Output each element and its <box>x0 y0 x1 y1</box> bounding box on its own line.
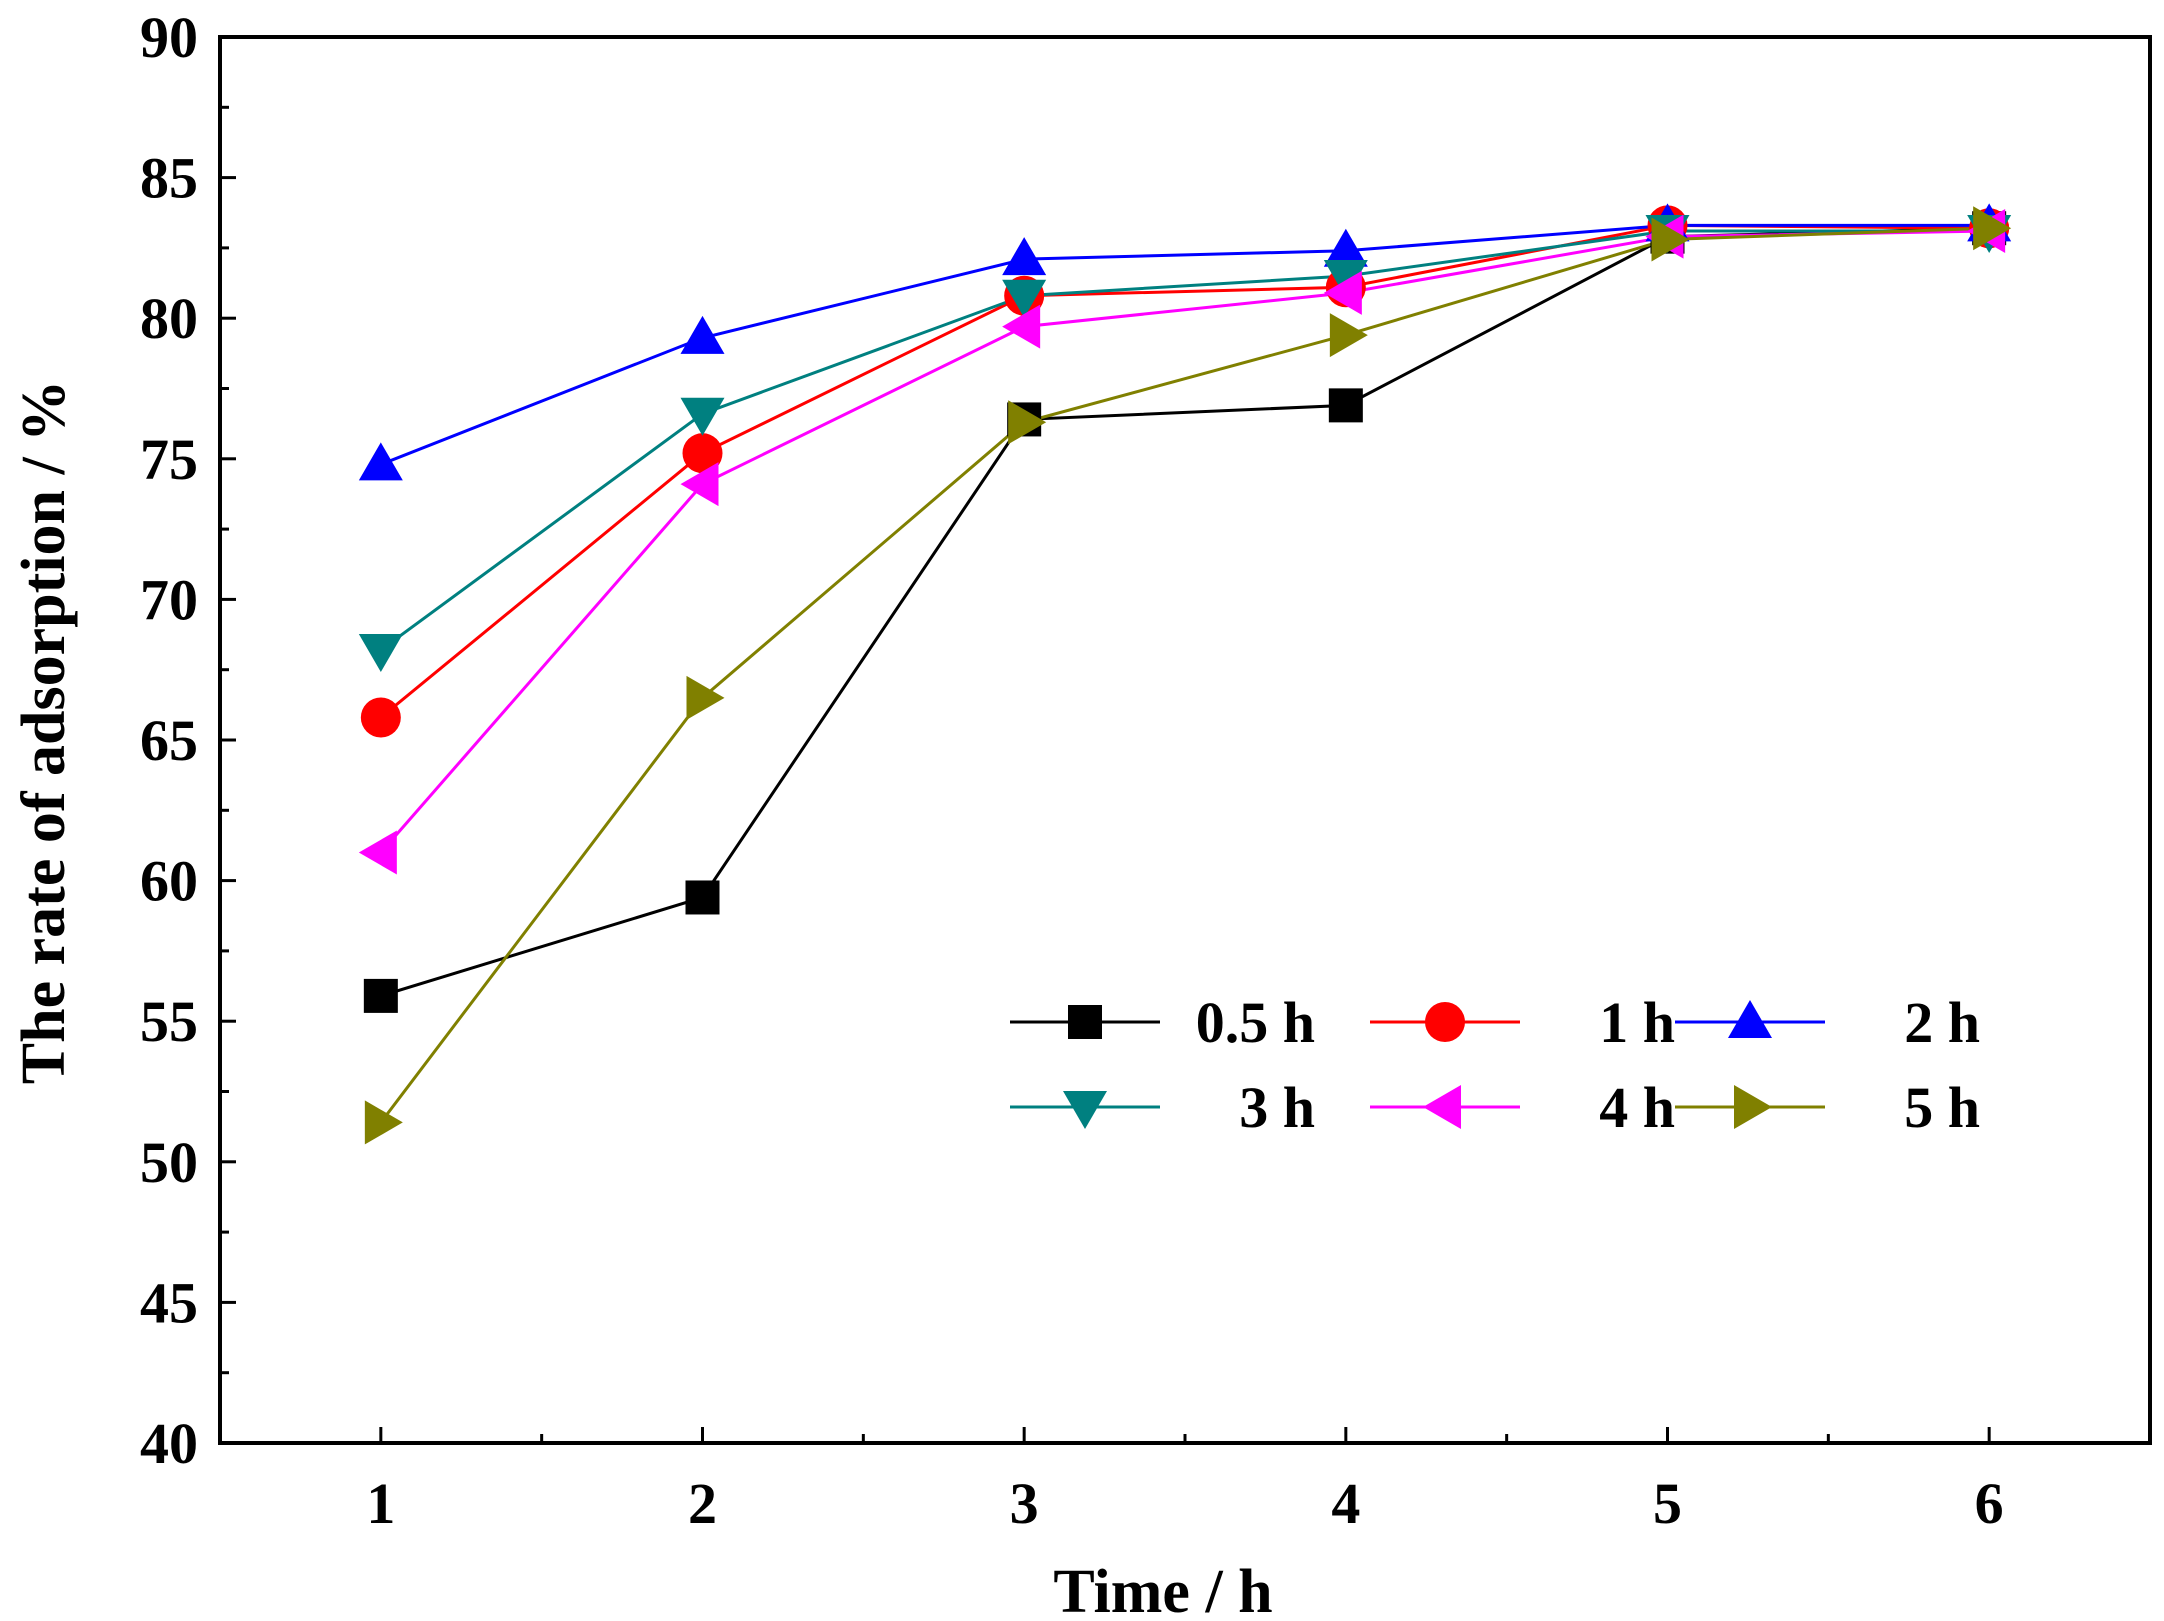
series-line-3-h <box>379 229 1990 652</box>
data-point-4-h <box>680 462 719 507</box>
data-point-0-5-h <box>363 978 398 1013</box>
x-axis-title: Time / h <box>1053 1558 1272 1621</box>
legend-label-2-h: 2 h <box>1904 990 1980 1055</box>
data-point-5-h <box>1651 217 1690 262</box>
y-tick-label: 45 <box>140 1270 198 1335</box>
y-tick-label: 50 <box>140 1130 198 1195</box>
series-line-2-h <box>380 223 1990 466</box>
series-line-0-5-h <box>380 226 1990 998</box>
data-point-5-h <box>1973 206 2012 251</box>
data-point-2-h <box>1002 237 1047 276</box>
y-tick-label: 65 <box>140 708 198 773</box>
legend: 0.5 h 1 h 2 h 3 h 4 h 5 h <box>1010 990 1980 1140</box>
y-tick-label: 75 <box>140 427 198 492</box>
data-point-1-h <box>682 433 723 474</box>
data-point-1-h <box>360 697 401 738</box>
x-tick-label: 6 <box>1975 1471 2004 1536</box>
data-point-5-h <box>364 1100 403 1145</box>
data-point-0-5-h <box>685 880 720 915</box>
legend-label-5-h: 5 h <box>1904 1075 1980 1140</box>
data-point-5-h <box>1329 313 1368 358</box>
legend-label-1-h: 1 h <box>1599 990 1675 1055</box>
y-tick-label: 60 <box>140 849 198 914</box>
x-tick-label: 5 <box>1653 1471 1682 1536</box>
legend-label-3-h: 3 h <box>1239 1075 1315 1140</box>
legend-marker-0-5-h <box>1068 1005 1102 1039</box>
data-point-0-5-h <box>1328 388 1363 423</box>
data-point-4-h <box>358 830 397 875</box>
data-point-2-h <box>680 315 725 354</box>
data-point-2-h <box>1323 228 1368 267</box>
legend-marker-5-h <box>1734 1085 1772 1129</box>
x-tick-label: 3 <box>1010 1471 1039 1536</box>
data-point-3-h <box>680 397 725 436</box>
data-point-5-h <box>1008 400 1047 445</box>
data-point-3-h <box>1002 279 1047 318</box>
legend-label-0-5-h: 0.5 h <box>1196 990 1315 1055</box>
y-tick-label: 70 <box>140 567 198 632</box>
plot-area <box>358 203 2012 1145</box>
data-point-2-h <box>358 442 403 481</box>
y-tick-label: 40 <box>140 1411 198 1476</box>
series-line-5-h <box>379 226 1990 1124</box>
y-tick-label: 90 <box>140 5 198 70</box>
plot-frame <box>218 35 2152 1445</box>
data-point-3-h <box>358 634 403 673</box>
y-tick-label: 55 <box>140 989 198 1054</box>
data-point-4-h <box>1002 304 1041 349</box>
y-tick-label: 85 <box>140 146 198 211</box>
legend-marker-3-h <box>1063 1091 1107 1129</box>
data-point-3-h <box>1323 260 1368 299</box>
x-tick-label: 2 <box>688 1471 717 1536</box>
y-axis-title: The rate of adsorption / % <box>10 380 78 1084</box>
data-point-5-h <box>686 675 725 720</box>
series-line-4-h <box>379 229 1990 854</box>
legend-marker-2-h <box>1728 1000 1772 1038</box>
x-tick-label: 4 <box>1331 1471 1360 1536</box>
legend-marker-4-h <box>1423 1085 1461 1129</box>
x-tick-label: 1 <box>366 1471 395 1536</box>
y-tick-label: 80 <box>140 286 198 351</box>
legend-marker-1-h <box>1425 1002 1465 1042</box>
legend-label-4-h: 4 h <box>1599 1075 1675 1140</box>
data-point-4-h <box>1323 270 1362 315</box>
